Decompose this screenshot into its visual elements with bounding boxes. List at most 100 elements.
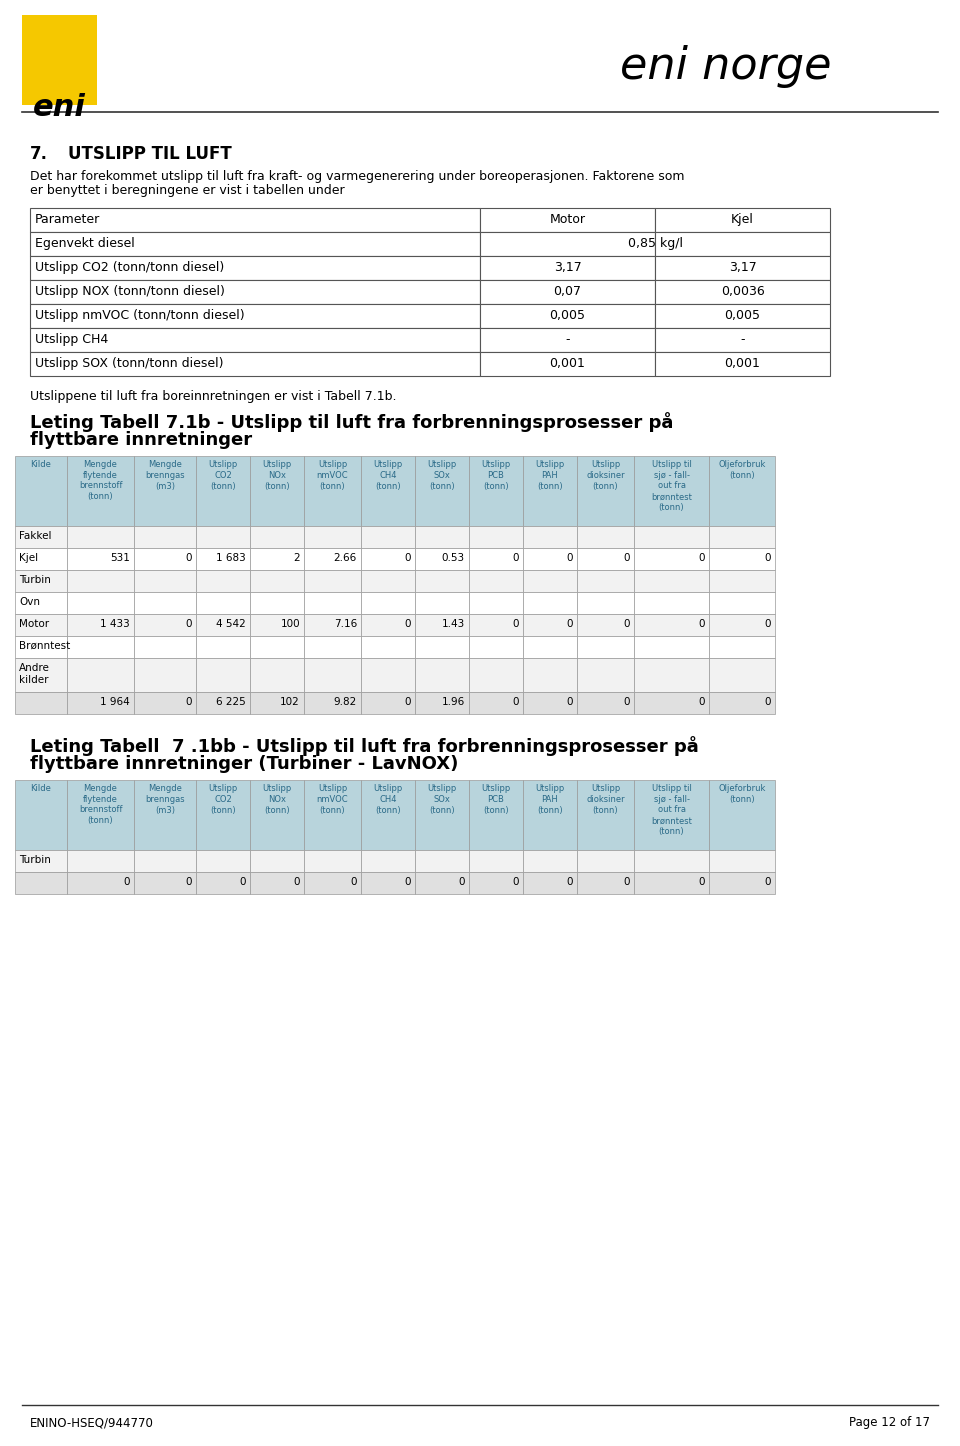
Bar (67, 570, 134, 591)
Bar (361, 570, 415, 591)
Bar (67, 526, 134, 548)
Text: Utslipp
dioksiner
(tonn): Utslipp dioksiner (tonn) (587, 460, 625, 490)
Bar (361, 872, 415, 894)
Text: Det har forekommet utslipp til luft fra kraft- og varmegenerering under boreoper: Det har forekommet utslipp til luft fra … (30, 171, 684, 184)
Bar (15, 548, 67, 570)
Bar (634, 636, 709, 658)
Bar (304, 872, 361, 894)
Text: 0: 0 (566, 619, 573, 629)
Text: 0: 0 (404, 878, 411, 886)
Bar (67, 591, 134, 615)
Bar (480, 328, 655, 351)
Bar (634, 872, 709, 894)
Bar (469, 872, 523, 894)
Text: Utslipp
CH4
(tonn): Utslipp CH4 (tonn) (373, 784, 402, 814)
Bar (415, 455, 469, 526)
Text: Utslipp
NOx
(tonn): Utslipp NOx (tonn) (262, 784, 292, 814)
Text: flyttbare innretninger: flyttbare innretninger (30, 431, 252, 450)
Text: 0: 0 (350, 878, 357, 886)
Text: Utslipp
nmVOC
(tonn): Utslipp nmVOC (tonn) (317, 784, 348, 814)
Text: 0: 0 (566, 552, 573, 562)
Bar (469, 615, 523, 636)
Text: 0: 0 (764, 552, 771, 562)
Text: 0: 0 (404, 619, 411, 629)
Bar (196, 636, 250, 658)
Text: Utslipp
NOx
(tonn): Utslipp NOx (tonn) (262, 460, 292, 490)
Text: Utslipp
CO2
(tonn): Utslipp CO2 (tonn) (208, 784, 238, 814)
Text: 0: 0 (623, 619, 630, 629)
Text: Utslippene til luft fra boreinnretningen er vist i Tabell 7.1b.: Utslippene til luft fra boreinnretningen… (30, 390, 396, 403)
Text: Kilde: Kilde (31, 784, 52, 792)
Bar (469, 455, 523, 526)
Bar (361, 548, 415, 570)
Text: Oljeforbruk
(tonn): Oljeforbruk (tonn) (718, 460, 766, 480)
Text: Utslipp
CH4
(tonn): Utslipp CH4 (tonn) (373, 460, 402, 490)
Bar (655, 231, 830, 256)
Bar (634, 591, 709, 615)
Text: 0,07: 0,07 (554, 285, 582, 298)
Bar (469, 658, 523, 693)
Bar (480, 256, 655, 281)
Bar (134, 455, 196, 526)
Bar (577, 570, 634, 591)
Bar (709, 570, 775, 591)
Bar (15, 591, 67, 615)
Text: 531: 531 (110, 552, 130, 562)
Text: 0.53: 0.53 (442, 552, 465, 562)
Bar (196, 570, 250, 591)
Bar (15, 658, 67, 693)
Text: Ovn: Ovn (19, 597, 40, 607)
Text: 0: 0 (764, 878, 771, 886)
Text: Oljeforbruk
(tonn): Oljeforbruk (tonn) (718, 784, 766, 804)
Bar (577, 850, 634, 872)
Bar (469, 693, 523, 714)
Bar (577, 636, 634, 658)
Bar (250, 570, 304, 591)
Bar (480, 208, 655, 231)
Bar (523, 693, 577, 714)
Bar (577, 526, 634, 548)
Bar (361, 591, 415, 615)
Text: 2.66: 2.66 (334, 552, 357, 562)
Text: 0: 0 (404, 552, 411, 562)
Bar (30, 304, 480, 328)
Text: Mengde
flytende
brennstoff
(tonn): Mengde flytende brennstoff (tonn) (79, 784, 122, 826)
Bar (67, 615, 134, 636)
Text: 1.96: 1.96 (442, 697, 465, 707)
Text: Utslipp nmVOC (tonn/tonn diesel): Utslipp nmVOC (tonn/tonn diesel) (35, 309, 245, 322)
Bar (15, 570, 67, 591)
Text: Utslipp
PCB
(tonn): Utslipp PCB (tonn) (481, 784, 511, 814)
Bar (250, 850, 304, 872)
Bar (196, 526, 250, 548)
Bar (415, 779, 469, 850)
Bar (250, 693, 304, 714)
Bar (250, 615, 304, 636)
Bar (15, 636, 67, 658)
Text: Utslipp
SOx
(tonn): Utslipp SOx (tonn) (427, 784, 457, 814)
Bar (134, 779, 196, 850)
Bar (250, 636, 304, 658)
Text: Utslipp til
sjø - fall-
out fra
brønntest
(tonn): Utslipp til sjø - fall- out fra brønntes… (651, 460, 692, 512)
Bar (15, 615, 67, 636)
Bar (523, 570, 577, 591)
Bar (196, 548, 250, 570)
Text: Turbin: Turbin (19, 576, 51, 586)
Text: 3,17: 3,17 (554, 260, 582, 273)
Bar (30, 328, 480, 351)
Bar (469, 548, 523, 570)
Text: 0: 0 (185, 697, 192, 707)
Bar (523, 548, 577, 570)
Text: 0: 0 (699, 552, 705, 562)
Bar (67, 548, 134, 570)
Bar (134, 570, 196, 591)
Bar (361, 779, 415, 850)
Text: Utslipp NOX (tonn/tonn diesel): Utslipp NOX (tonn/tonn diesel) (35, 285, 225, 298)
Bar (134, 548, 196, 570)
Bar (634, 850, 709, 872)
Bar (361, 850, 415, 872)
Bar (469, 591, 523, 615)
Text: Page 12 of 17: Page 12 of 17 (849, 1416, 930, 1429)
Bar (634, 570, 709, 591)
Bar (361, 455, 415, 526)
Text: 0: 0 (699, 697, 705, 707)
